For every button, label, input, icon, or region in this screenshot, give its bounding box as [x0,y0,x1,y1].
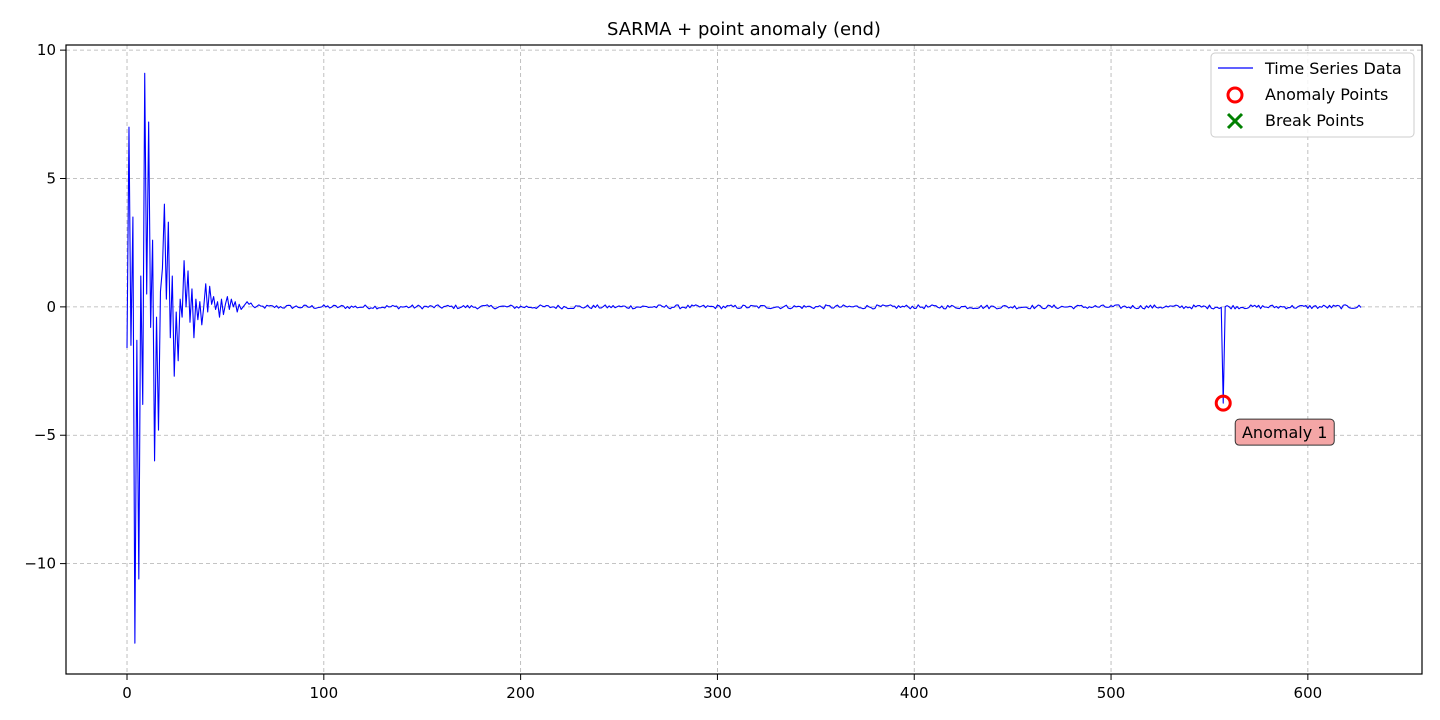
anomaly-point-marker [1214,394,1232,412]
legend-label-break: Break Points [1265,111,1364,130]
axes: 0 100 200 300 400 500 600 10 5 0 −5 −10 [24,41,1322,702]
x-tick-label: 100 [309,684,338,702]
anomaly-annotation-label: Anomaly 1 [1242,423,1327,442]
anomaly-layer: Anomaly 1 [1214,394,1335,446]
legend-label-anomaly: Anomaly Points [1265,85,1388,104]
series-line-time-series-data [126,72,1362,644]
legend-label-series: Time Series Data [1264,59,1402,78]
y-tick-label: 10 [37,41,56,59]
legend: Time Series Data Anomaly Points Break Po… [1210,52,1415,138]
y-tick-label: −10 [24,555,56,573]
plot-area-frame [65,44,1423,675]
anomaly-annotation-box [1234,418,1335,446]
legend-box [1210,52,1415,138]
x-tick-label: 300 [703,684,732,702]
x-tick-label: 200 [506,684,535,702]
x-tick-label: 400 [900,684,929,702]
legend-circle-icon [1226,86,1244,104]
chart-title: SARMA + point anomaly (end) [607,19,881,40]
x-tick-label: 500 [1097,684,1126,702]
x-tick-label: 600 [1294,684,1323,702]
x-tick-label: 0 [122,684,132,702]
series-layer [126,72,1362,644]
legend-x-icon [1226,112,1244,130]
y-tick-label: 0 [46,298,56,316]
y-tick-label: 5 [46,170,56,188]
y-tick-label: −5 [34,426,56,444]
grid-lines [66,45,1422,674]
